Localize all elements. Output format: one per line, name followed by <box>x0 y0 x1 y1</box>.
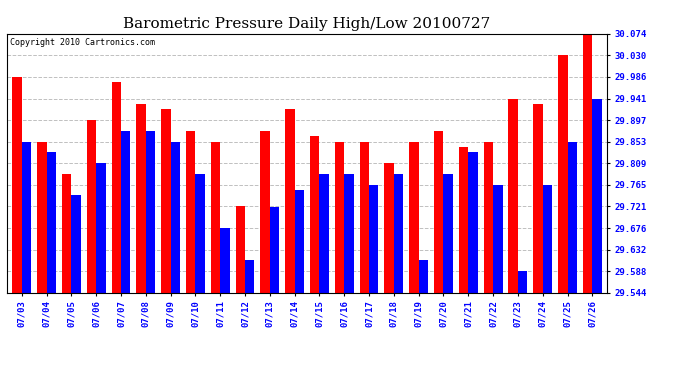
Bar <box>384 163 394 292</box>
Bar <box>220 228 230 292</box>
Bar <box>87 120 96 292</box>
Bar <box>394 174 403 292</box>
Bar <box>235 206 245 292</box>
Bar <box>137 104 146 292</box>
Bar <box>434 131 444 292</box>
Bar <box>285 109 295 292</box>
Bar <box>592 99 602 292</box>
Bar <box>558 55 567 292</box>
Bar <box>518 271 527 292</box>
Bar <box>469 152 477 292</box>
Text: Copyright 2010 Cartronics.com: Copyright 2010 Cartronics.com <box>10 38 155 46</box>
Bar <box>121 131 130 292</box>
Bar <box>12 77 22 292</box>
Bar <box>260 131 270 292</box>
Bar <box>335 142 344 292</box>
Bar <box>71 195 81 292</box>
Bar <box>359 142 369 292</box>
Bar <box>295 190 304 292</box>
Bar <box>96 163 106 292</box>
Bar <box>567 142 577 292</box>
Bar <box>37 142 47 292</box>
Bar <box>310 136 319 292</box>
Bar <box>344 174 354 292</box>
Bar <box>245 260 255 292</box>
Bar <box>459 147 469 292</box>
Bar <box>369 184 379 292</box>
Bar <box>270 207 279 292</box>
Bar <box>62 174 71 292</box>
Bar <box>533 104 543 292</box>
Bar <box>146 131 155 292</box>
Bar <box>493 184 502 292</box>
Bar <box>211 142 220 292</box>
Bar <box>161 109 170 292</box>
Bar <box>543 184 552 292</box>
Bar <box>112 82 121 292</box>
Bar <box>319 174 329 292</box>
Bar <box>484 142 493 292</box>
Bar <box>444 174 453 292</box>
Bar <box>419 260 428 292</box>
Bar <box>186 131 195 292</box>
Bar <box>170 142 180 292</box>
Bar <box>22 142 31 292</box>
Bar <box>409 142 419 292</box>
Title: Barometric Pressure Daily High/Low 20100727: Barometric Pressure Daily High/Low 20100… <box>124 17 491 31</box>
Bar <box>583 34 592 292</box>
Bar <box>195 174 205 292</box>
Bar <box>47 152 56 292</box>
Bar <box>509 99 518 292</box>
